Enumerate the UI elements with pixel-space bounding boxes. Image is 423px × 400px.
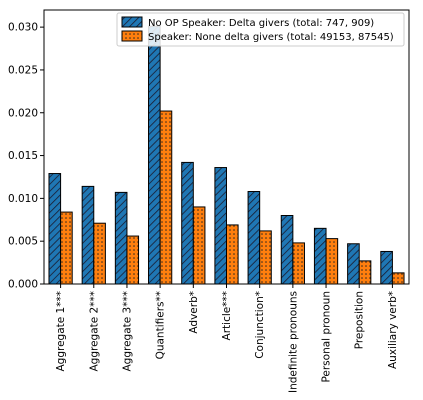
bar-series1-5 xyxy=(181,161,194,285)
y-tick-label-7: 0.030 xyxy=(8,22,38,34)
x-tick-label-10: Preposition xyxy=(354,291,366,349)
y-tick-label-3: 0.010 xyxy=(8,193,38,205)
x-tick-label-8: Indefinite pronouns xyxy=(287,291,299,393)
y-tick-label-4: 0.015 xyxy=(8,150,38,162)
legend-box xyxy=(116,12,405,47)
bar-series1-8 xyxy=(280,215,294,285)
x-tick-label-4: Quantifiers** xyxy=(155,291,167,359)
plot-area: 0.000 0.005 0.010 0.015 0.020 0.025 0.030 Aggre… xyxy=(8,9,410,393)
bar-series2-4 xyxy=(159,110,173,285)
x-tick-label-5: Adverb* xyxy=(188,291,200,334)
y-tick-label-1: 0.000 xyxy=(8,279,38,291)
x-tick-label-11: Auxiliary verb* xyxy=(387,291,399,369)
bar-series1-4 xyxy=(148,25,161,285)
legend-label-1: No OP Speaker: Delta givers (total: 747,… xyxy=(148,18,374,29)
bar-series1-9 xyxy=(313,227,327,285)
x-tick-label-6: Article*** xyxy=(221,291,233,340)
legend-swatch-2 xyxy=(121,30,143,42)
bar-series2-10 xyxy=(358,260,372,285)
bar-series1-6 xyxy=(214,167,227,285)
bar-series2-5 xyxy=(192,206,206,285)
bar-series2-11 xyxy=(391,272,405,285)
y-tick-label-6: 0.025 xyxy=(8,64,38,76)
bar-series2-7 xyxy=(259,230,272,285)
bar-series2-2 xyxy=(93,222,106,285)
y-tick-label-5: 0.020 xyxy=(8,107,38,119)
legend-swatch-1 xyxy=(121,16,143,28)
x-tick-label-7: Conjunction* xyxy=(254,291,266,359)
bar-series1-7 xyxy=(247,191,261,285)
legend-label-2: Speaker: None delta givers (total: 49153… xyxy=(148,32,394,43)
x-tick-label-3: Aggregate 3*** xyxy=(121,291,133,372)
bar-series1-3 xyxy=(114,191,128,285)
bar-series2-9 xyxy=(325,238,339,285)
bar-series1-2 xyxy=(81,185,95,285)
bar-series1-11 xyxy=(380,250,393,285)
bar-series1-10 xyxy=(347,243,360,285)
x-tick-label-1: Aggregate 1*** xyxy=(55,291,67,372)
bar-series1-1 xyxy=(48,173,62,285)
bar-series2-3 xyxy=(126,235,140,285)
x-tick-label-9: Personal pronoun xyxy=(321,291,333,383)
y-tick-label-2: 0.005 xyxy=(8,236,38,248)
x-tick-label-2: Aggregate 2*** xyxy=(88,291,100,372)
bar-series2-8 xyxy=(292,242,305,285)
bar-series2-1 xyxy=(60,211,73,285)
bar-series2-6 xyxy=(226,224,239,285)
